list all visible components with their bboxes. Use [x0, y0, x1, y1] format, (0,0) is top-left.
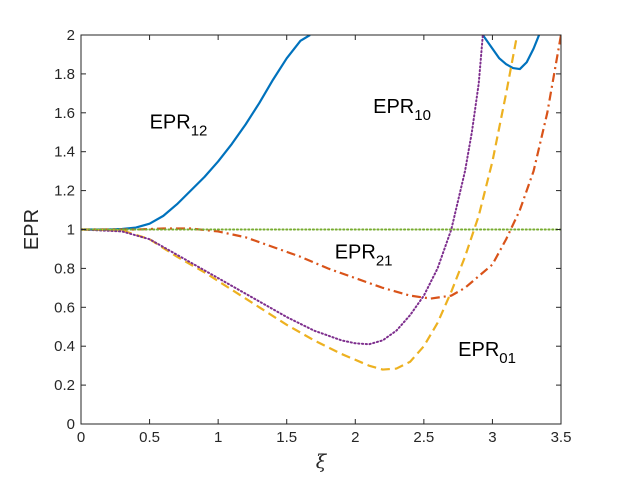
- curve-label-epr12: EPR12: [150, 111, 208, 139]
- series-line-3: [81, 35, 561, 300]
- y-tick-label: 0.8: [54, 260, 75, 277]
- x-tick-label: 1: [214, 429, 222, 446]
- y-tick-label: 0.6: [54, 299, 75, 316]
- x-tick-label: 2.5: [413, 429, 434, 446]
- curve-annotations: EPR12 EPR10 EPR21 EPR01: [150, 96, 516, 367]
- series-line-2: [481, 35, 541, 71]
- y-axis-ticks: 0 0.2 0.4 0.6 0.8 1 1.2 1.4 1.6 1.8 2: [54, 27, 561, 433]
- curve-label-epr01: EPR01: [458, 339, 516, 367]
- x-tick-label: 3: [488, 429, 496, 446]
- x-tick-label: 2: [351, 429, 359, 446]
- series-line-5: [81, 35, 484, 346]
- curve-label-epr21: EPR21: [335, 242, 393, 270]
- y-tick-label: 1.4: [54, 144, 75, 161]
- x-tick-label: 3.5: [551, 429, 572, 446]
- y-tick-label: 0.4: [54, 338, 75, 355]
- y-tick-label: 1.8: [54, 66, 75, 83]
- y-tick-label: 1: [67, 222, 75, 239]
- y-axis-label: EPR: [21, 209, 43, 250]
- y-tick-label: 2: [67, 27, 75, 44]
- y-tick-label: 0.2: [54, 377, 75, 394]
- x-tick-label: 0: [77, 429, 85, 446]
- y-tick-label: 1.6: [54, 105, 75, 122]
- y-tick-label: 1.2: [54, 183, 75, 200]
- x-tick-label: 1.5: [276, 429, 297, 446]
- series-line-4: [81, 35, 519, 371]
- series-line-1: [81, 35, 311, 231]
- curve-label-epr10: EPR10: [373, 96, 431, 124]
- plot-series: [81, 35, 561, 371]
- x-axis-ticks: 0 0.5 1 1.5 2 2.5 3 3.5: [77, 35, 572, 446]
- y-tick-label: 0: [67, 416, 75, 433]
- x-axis-label: ξ: [316, 451, 328, 473]
- x-tick-label: 0.5: [139, 429, 160, 446]
